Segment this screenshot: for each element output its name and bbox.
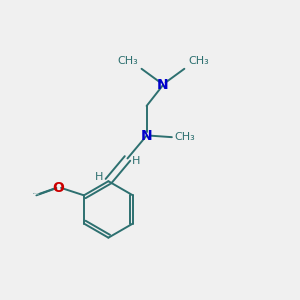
Text: N: N [157, 78, 169, 92]
Text: N: N [141, 129, 152, 143]
Text: methyl: methyl [35, 194, 40, 195]
Text: CH₃: CH₃ [117, 56, 138, 66]
Text: CH₃: CH₃ [175, 132, 196, 142]
Text: H: H [132, 156, 141, 167]
Text: methoxy: methoxy [33, 193, 40, 194]
Text: O: O [53, 181, 64, 195]
Text: H: H [95, 172, 104, 182]
Text: CH₃: CH₃ [188, 56, 209, 66]
